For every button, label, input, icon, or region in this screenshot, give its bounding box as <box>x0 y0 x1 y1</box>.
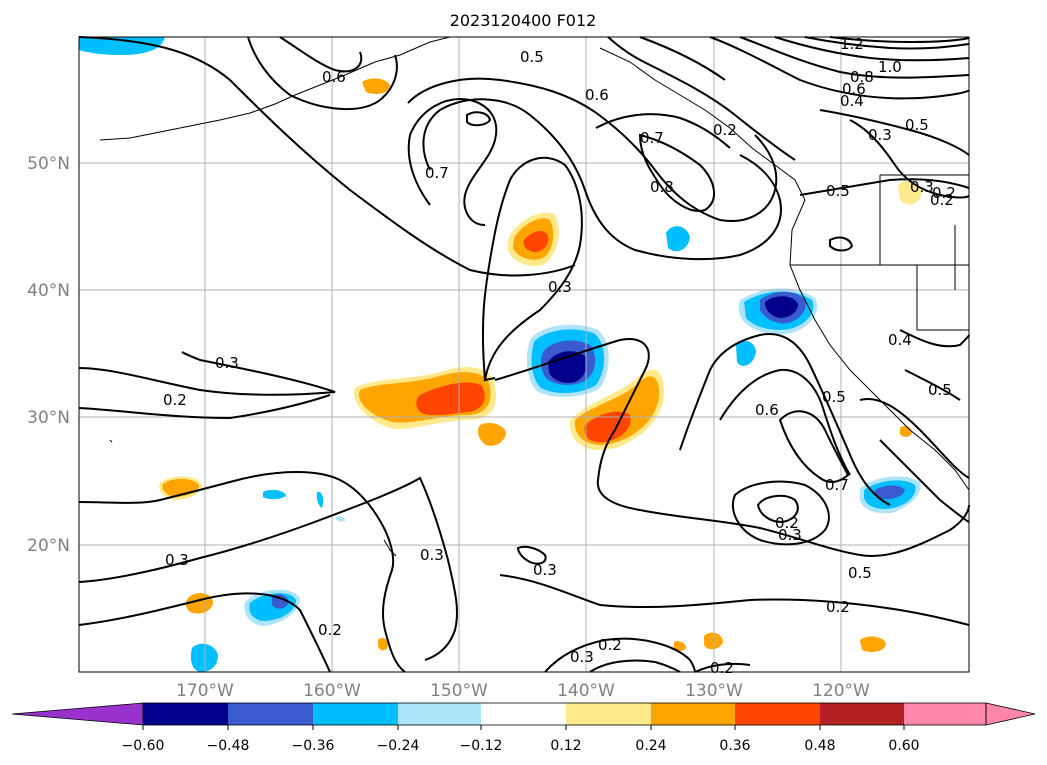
lat-label: 20°N <box>27 536 70 556</box>
contour-label: 0.5 <box>905 116 929 134</box>
contour-label: 0.7 <box>825 476 849 494</box>
map-title: 2023120400 F012 <box>450 11 597 30</box>
colorbar: −0.60 −0.48 −0.36 −0.24 −0.12 0.12 0.24 … <box>11 702 1036 754</box>
contour-label: 1.0 <box>878 58 902 76</box>
contour-lines <box>78 36 970 673</box>
contour-label-group: 1.2 1.0 0.8 0.6 0.4 0.5 0.3 0.2 0.6 0.5 … <box>163 35 956 677</box>
contour-label: 0.6 <box>755 401 779 419</box>
contour-label: 0.2 <box>930 191 954 209</box>
lon-label: 150°W <box>430 681 488 701</box>
contour-label: 0.3 <box>570 648 594 666</box>
lat-label: 40°N <box>27 281 70 301</box>
contour-label: 0.5 <box>826 182 850 200</box>
colorbar-tick: 0.60 <box>888 738 919 754</box>
lon-label: 170°W <box>176 681 234 701</box>
contour-label: 0.3 <box>548 278 572 296</box>
lon-label: 130°W <box>685 681 743 701</box>
lon-label: 160°W <box>303 681 361 701</box>
colorbar-tick-labels: −0.60 −0.48 −0.36 −0.24 −0.12 0.12 0.24 … <box>122 738 920 754</box>
contour-label: 0.2 <box>775 514 799 532</box>
positive-anomaly-fill <box>159 78 922 652</box>
contour-label: 0.3 <box>778 526 802 544</box>
lat-label: 30°N <box>27 408 70 428</box>
map-frame <box>78 36 970 673</box>
colorbar-tick: 0.36 <box>719 738 750 754</box>
colorbar-segment <box>735 703 820 725</box>
colorbar-segment <box>398 703 481 725</box>
negative-anomaly-fill <box>79 37 921 672</box>
lon-label: 140°W <box>557 681 615 701</box>
contour-label: 0.2 <box>598 636 622 654</box>
contour-label: 0.2 <box>713 121 737 139</box>
contour-label: 0.8 <box>650 178 674 196</box>
colorbar-tick: −0.60 <box>122 738 165 754</box>
lon-label: 120°W <box>812 681 870 701</box>
lat-label: 50°N <box>27 154 70 174</box>
contour-label: 0.5 <box>520 48 544 66</box>
contour-label: 0.3 <box>910 178 934 196</box>
contour-label: 0.5 <box>928 381 952 399</box>
colorbar-tick: −0.24 <box>377 738 420 754</box>
contour-label: 0.3 <box>420 546 444 564</box>
contour-label: 0.5 <box>822 388 846 406</box>
colorbar-segment <box>651 703 735 725</box>
colorbar-extend-right <box>985 702 1036 726</box>
colorbar-tick: 0.48 <box>804 738 835 754</box>
contour-label: 0.2 <box>826 598 850 616</box>
colorbar-tick: −0.48 <box>207 738 250 754</box>
contour-label: 1.2 <box>840 35 864 53</box>
map-panel: 1.2 1.0 0.8 0.6 0.4 0.5 0.3 0.2 0.6 0.5 … <box>78 35 970 677</box>
longitude-labels: 170°W 160°W 150°W 140°W 130°W 120°W <box>176 681 870 701</box>
colorbar-tick: −0.12 <box>460 738 503 754</box>
contour-label: 0.5 <box>848 564 872 582</box>
contour-label: 0.3 <box>533 561 557 579</box>
colorbar-segment <box>313 703 398 725</box>
colorbar-tick: −0.36 <box>292 738 335 754</box>
colorbar-segment <box>566 703 651 725</box>
contour-label: 0.7 <box>640 129 664 147</box>
colorbar-segment <box>481 703 566 725</box>
contour-label: 0.2 <box>318 621 342 639</box>
contour-label: 0.8 <box>850 68 874 86</box>
colorbar-segment <box>228 703 313 725</box>
contour-label: 0.2 <box>932 184 956 202</box>
colorbar-tick: 0.24 <box>635 738 666 754</box>
contour-label: 0.4 <box>888 331 912 349</box>
contour-label: 0.6 <box>585 86 609 104</box>
colorbar-tick: 0.12 <box>550 738 581 754</box>
latitude-labels: 50°N 40°N 30°N 20°N <box>27 154 70 556</box>
contour-label: 0.4 <box>840 92 864 110</box>
colorbar-extend-left <box>11 702 144 726</box>
contour-label: 0.2 <box>710 659 734 677</box>
contour-label: 0.3 <box>165 551 189 569</box>
colorbar-segment <box>143 703 228 725</box>
contour-label: 0.3 <box>215 354 239 372</box>
contour-label: 0.6 <box>842 80 866 98</box>
colorbar-segment <box>820 703 904 725</box>
contour-label: 0.6 <box>322 68 346 86</box>
contour-label: 0.2 <box>163 391 187 409</box>
contour-label: 0.7 <box>425 164 449 182</box>
colorbar-segment <box>904 703 986 725</box>
contour-label: 0.3 <box>868 126 892 144</box>
